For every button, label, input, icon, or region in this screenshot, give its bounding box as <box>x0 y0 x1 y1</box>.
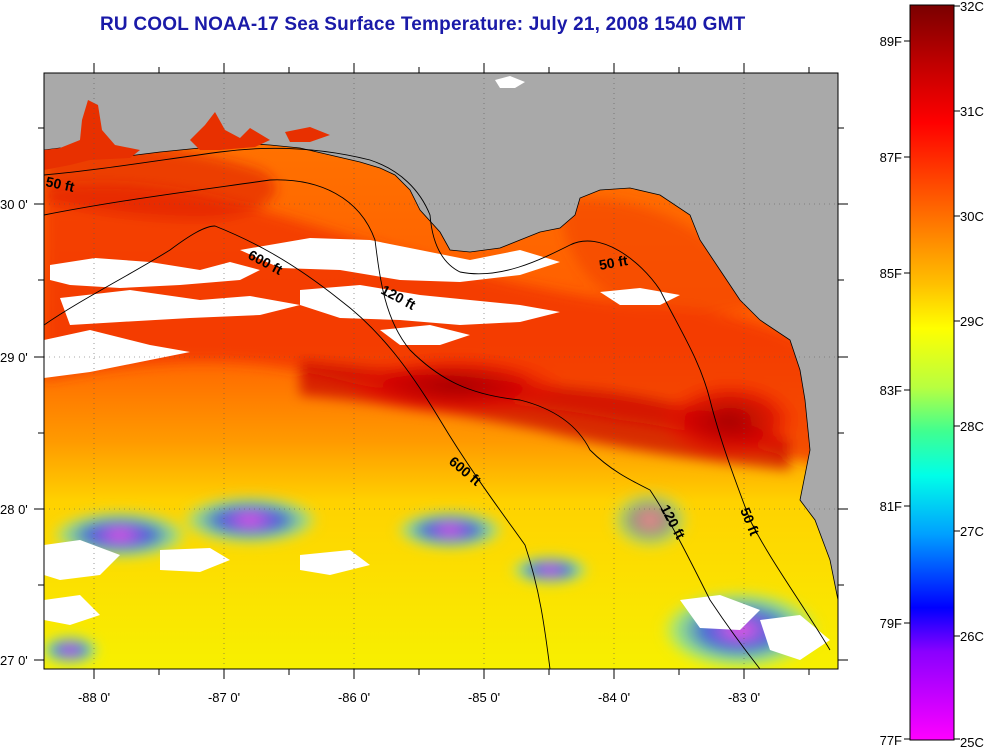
lat-label: 28 0' <box>0 502 28 517</box>
depth-contours <box>44 147 831 669</box>
lon-label: -83 0' <box>728 690 760 705</box>
fahrenheit-label: 89F <box>880 34 902 49</box>
longitude-labels: -88 0' -87 0' -86 0' -85 0' -84 0' -83 0… <box>78 690 760 705</box>
land-cloud <box>495 76 525 88</box>
map-title: RU COOL NOAA-17 Sea Surface Temperature:… <box>100 14 746 35</box>
map-frame <box>43 72 839 670</box>
lat-label: 27 0' <box>0 653 28 668</box>
celsius-label: 25C <box>960 735 984 750</box>
fahrenheit-label: 81F <box>880 499 902 514</box>
coastal-bays <box>44 100 330 170</box>
lon-label: -86 0' <box>338 690 370 705</box>
cloud-mask <box>44 238 830 660</box>
contour-label: 50 ft <box>44 173 76 195</box>
lat-label: 30 0' <box>0 197 28 212</box>
lon-label: -85 0' <box>468 690 500 705</box>
colorbar-gradient <box>909 4 955 741</box>
colorbar-ticks <box>904 5 960 740</box>
lat-label: 29 0' <box>0 350 28 365</box>
fahrenheit-label: 83F <box>880 383 902 398</box>
fahrenheit-label: 85F <box>880 266 902 281</box>
celsius-label: 26C <box>960 629 984 644</box>
celsius-label: 32C <box>960 0 984 14</box>
axis-ticks <box>34 63 848 679</box>
fahrenheit-label: 79F <box>880 616 902 631</box>
fahrenheit-label: 77F <box>880 733 902 748</box>
colorbar: 32C 31C 30C 29C 28C 27C 26C 25C 89F 87F … <box>880 0 984 750</box>
celsius-label: 31C <box>960 104 984 119</box>
sst-map: 50 ft 600 ft 120 ft 50 ft 600 ft 120 ft … <box>44 73 838 669</box>
latitude-labels: 30 0' 29 0' 28 0' 27 0' <box>0 197 28 668</box>
lon-label: -84 0' <box>598 690 630 705</box>
celsius-label: 29C <box>960 314 984 329</box>
warm-bands <box>44 140 838 470</box>
celsius-label: 28C <box>960 419 984 434</box>
fahrenheit-label: 87F <box>880 150 902 165</box>
celsius-label: 30C <box>960 209 984 224</box>
lon-label: -88 0' <box>78 690 110 705</box>
lon-label: -87 0' <box>208 690 240 705</box>
contour-label: 50 ft <box>598 252 629 273</box>
celsius-label: 27C <box>960 524 984 539</box>
